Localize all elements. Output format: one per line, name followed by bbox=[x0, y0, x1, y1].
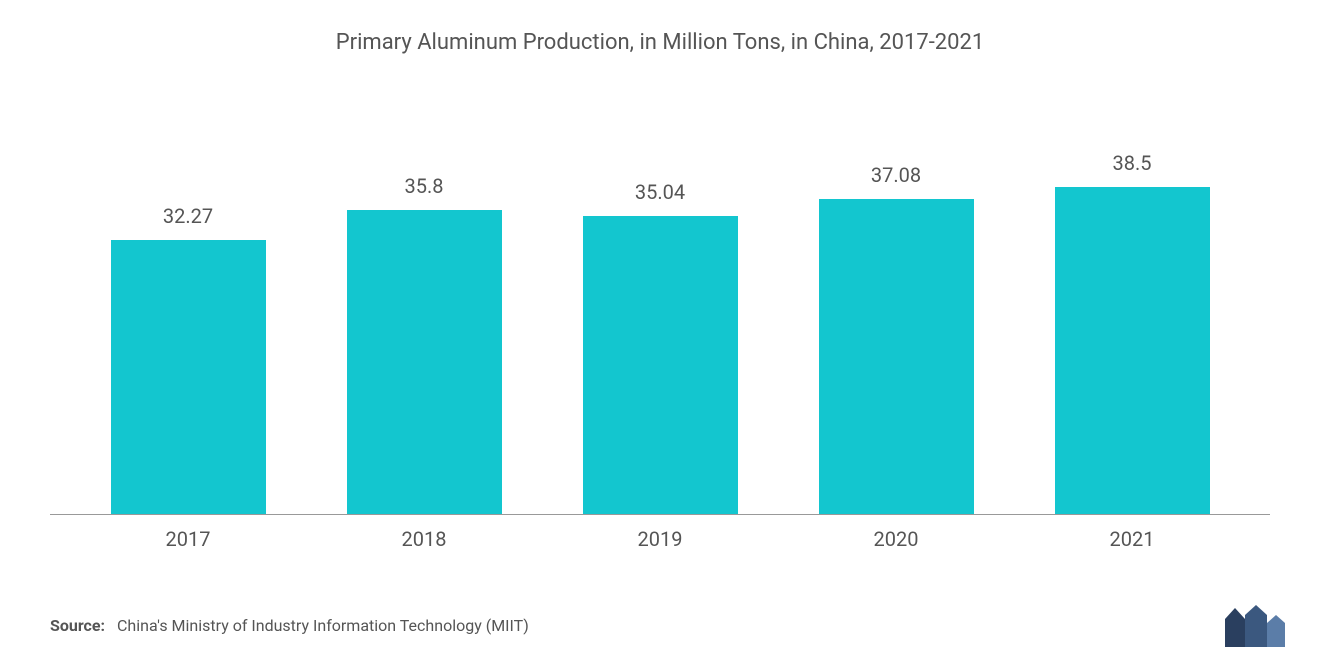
x-axis-label: 2019 bbox=[542, 527, 778, 551]
bar bbox=[1055, 187, 1210, 514]
bar-group: 35.04 bbox=[542, 115, 778, 514]
x-axis-label: 2017 bbox=[70, 527, 306, 551]
bar bbox=[111, 240, 266, 514]
bar bbox=[583, 216, 738, 514]
bar-value-label: 38.5 bbox=[1113, 151, 1152, 175]
bar bbox=[819, 199, 974, 514]
bar-group: 35.8 bbox=[306, 115, 542, 514]
bar-group: 32.27 bbox=[70, 115, 306, 514]
bar-group: 38.5 bbox=[1014, 115, 1250, 514]
bar bbox=[347, 210, 502, 514]
source-attribution: Source: China's Ministry of Industry Inf… bbox=[50, 616, 529, 635]
x-axis: 2017 2018 2019 2020 2021 bbox=[50, 515, 1270, 551]
chart-area: 32.27 35.8 35.04 37.08 38.5 bbox=[50, 115, 1270, 515]
bar-value-label: 32.27 bbox=[163, 204, 213, 228]
bar-group: 37.08 bbox=[778, 115, 1014, 514]
x-axis-label: 2018 bbox=[306, 527, 542, 551]
source-text: China's Ministry of Industry Information… bbox=[117, 616, 529, 635]
x-axis-label: 2021 bbox=[1014, 527, 1250, 551]
x-axis-label: 2020 bbox=[778, 527, 1014, 551]
chart-title: Primary Aluminum Production, in Million … bbox=[50, 30, 1270, 55]
bar-value-label: 35.8 bbox=[405, 174, 444, 198]
source-label: Source: bbox=[50, 616, 105, 635]
bar-value-label: 37.08 bbox=[871, 163, 921, 187]
bar-value-label: 35.04 bbox=[635, 180, 685, 204]
mordor-logo-icon bbox=[1225, 605, 1285, 647]
